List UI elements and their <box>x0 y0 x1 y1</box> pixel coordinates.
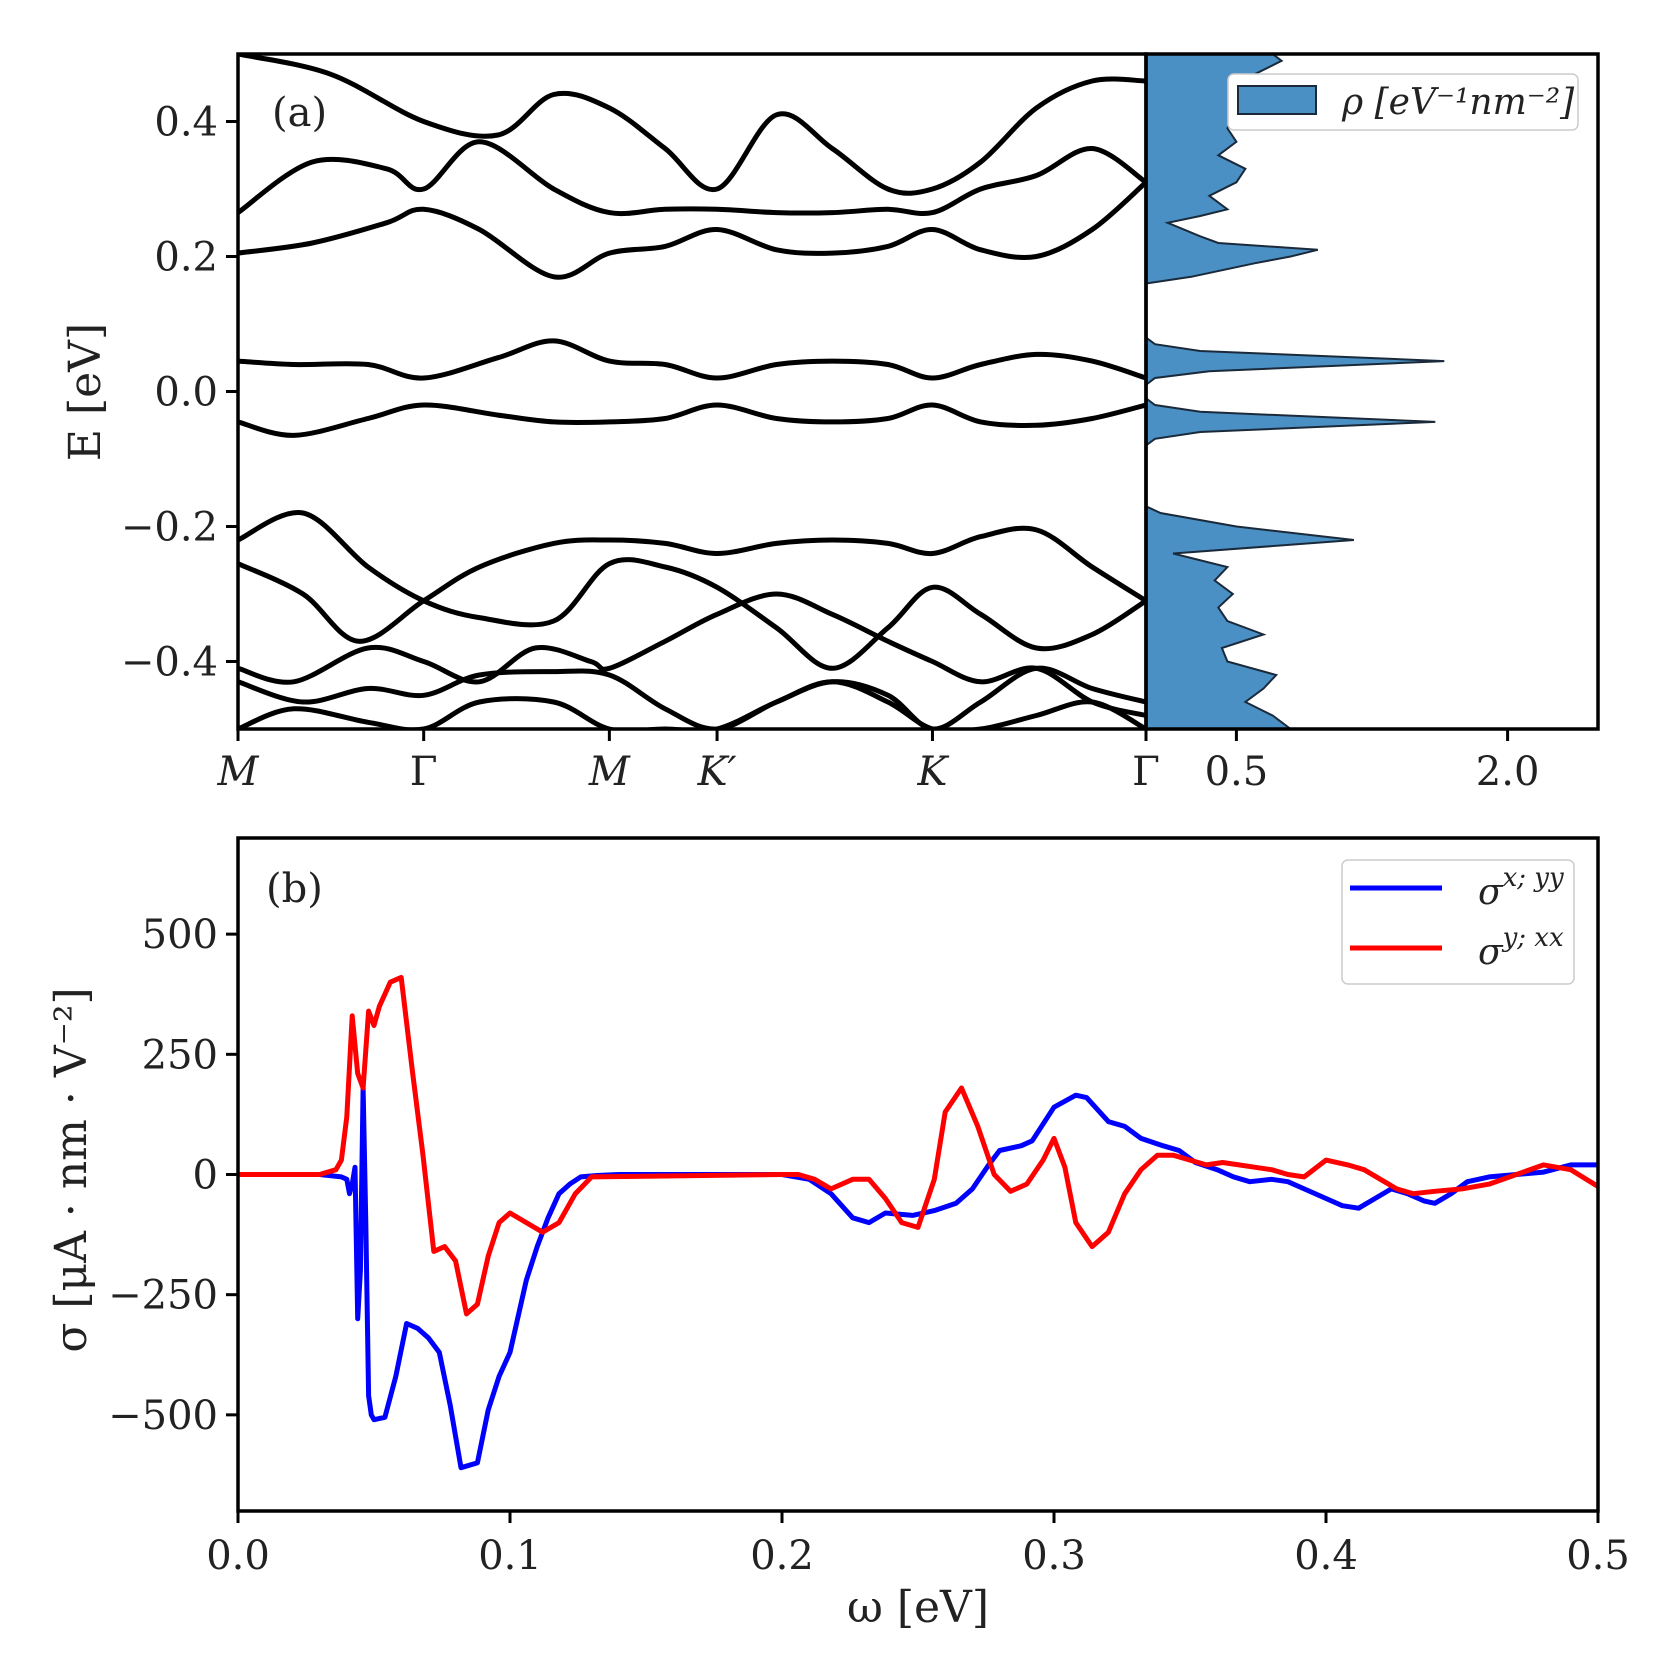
a-ktick-label: Γ <box>410 749 438 795</box>
band-band_c3 <box>238 139 1146 217</box>
dos-legend-text: ρ [eV⁻¹nm⁻²] <box>1341 82 1575 123</box>
series-sigma-xyy <box>238 1085 1598 1471</box>
dos-legend: ρ [eV⁻¹nm⁻²] <box>1227 73 1579 131</box>
a-ytick-label: 0.4 <box>154 100 218 146</box>
sigma-legend-box <box>1341 859 1575 985</box>
band-band_v4 <box>238 591 1146 718</box>
b-xtick-label: 0.3 <box>1022 1533 1086 1579</box>
panel-b-x-ticks: 0.0 0.1 0.2 0.3 0.4 0.5 <box>206 1511 1630 1579</box>
legend-sup-xyy: x; yy <box>1503 863 1564 893</box>
a-ytick-label: 0.0 <box>154 370 218 416</box>
a-ytick-label: −0.2 <box>121 505 218 551</box>
b-ytick-label: −250 <box>108 1273 218 1319</box>
panel-b-label: (b) <box>266 866 323 912</box>
dos-legend-swatch <box>1237 85 1317 115</box>
band-band_v1 <box>238 402 1146 438</box>
panel-a-dos-ticks: 0.5 2.0 <box>1205 729 1540 795</box>
band-lines <box>238 54 1146 729</box>
panel-b-xlabel: ω [eV] <box>847 1582 989 1633</box>
panel-a-dos-frame <box>1144 52 1600 731</box>
panel-b: 0.0 0.1 0.2 0.3 0.4 0.5 −500 −250 0 250 500 (b) ω… <box>46 836 1630 1633</box>
a-ytick-label: −0.4 <box>121 640 218 686</box>
sigma-lines <box>238 974 1598 1471</box>
band-band_v2 <box>238 510 1146 671</box>
b-xtick-label: 0.2 <box>750 1533 814 1579</box>
legend-base-xyy: σ <box>1478 872 1504 913</box>
panel-a: −0.4 −0.2 0.0 0.2 0.4 M Γ M K′ K Γ 0.5 2.0 (a) E [… <box>60 52 1600 795</box>
b-xtick-label: 0.4 <box>1294 1533 1358 1579</box>
dos-area <box>1146 54 1445 729</box>
sigma-legend: σx; yy σy; xx <box>1341 859 1575 985</box>
band-band_c4 <box>238 54 1146 196</box>
a-ktick-label: M <box>217 749 260 795</box>
series-sigma-yxx <box>238 974 1598 1317</box>
b-xtick-label: 0.1 <box>478 1533 542 1579</box>
panel-a-ylabel: E [eV] <box>60 323 111 461</box>
band-band_v5 <box>238 665 1146 729</box>
panel-a-k-ticks: M Γ M K′ K Γ <box>217 729 1160 795</box>
b-xtick-label: 0.5 <box>1566 1533 1630 1579</box>
legend-sup-yxx: y; xx <box>1502 923 1564 953</box>
dos-xtick-label: 0.5 <box>1205 749 1269 795</box>
b-ytick-label: −500 <box>108 1393 218 1439</box>
band-band_v3 <box>238 525 1146 644</box>
dos-fill <box>1146 54 1445 729</box>
panel-b-y-ticks: −500 −250 0 250 500 <box>108 912 238 1439</box>
panel-a-y-ticks: −0.4 −0.2 0.0 0.2 0.4 <box>121 100 238 686</box>
legend-label-sigma-yxx: σy; xx <box>1478 923 1564 973</box>
b-ytick-label: 0 <box>193 1153 218 1199</box>
b-xtick-label: 0.0 <box>206 1533 270 1579</box>
b-ytick-label: 250 <box>142 1032 218 1078</box>
band-band_c2 <box>238 180 1146 280</box>
a-ytick-label: 0.2 <box>154 235 218 281</box>
b-ytick-label: 500 <box>142 912 218 958</box>
panel-a-label: (a) <box>272 90 327 136</box>
a-ktick-label: K <box>917 749 950 795</box>
panel-b-ylabel: σ [μA · nm · V⁻²] <box>46 987 97 1352</box>
a-ktick-label: K′ <box>697 749 737 795</box>
legend-label-sigma-xyy: σx; yy <box>1478 863 1564 913</box>
legend-base-yxx: σ <box>1478 932 1504 973</box>
a-ktick-label: M <box>588 749 631 795</box>
band-band_c1 <box>238 338 1146 381</box>
dos-xtick-label: 2.0 <box>1476 749 1540 795</box>
a-ktick-label: Γ <box>1132 749 1160 795</box>
